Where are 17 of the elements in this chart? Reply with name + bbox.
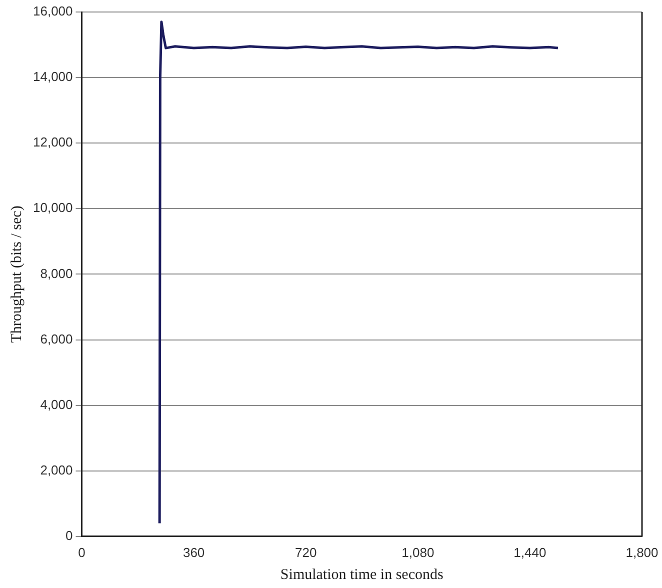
y-tick-label: 14,000 xyxy=(32,69,73,84)
y-tick-label: 10,000 xyxy=(32,200,73,216)
x-tick-label: 1,440 xyxy=(514,544,546,560)
y-tick-label: 16,000 xyxy=(32,4,73,19)
y-axis-title: Throughput (bits / sec) xyxy=(8,206,25,343)
x-tick-label: 1,080 xyxy=(402,544,434,560)
y-tick-label: 8,000 xyxy=(40,266,73,281)
x-tick-label: 720 xyxy=(295,544,317,560)
y-tick-label: 2,000 xyxy=(40,462,73,478)
y-tick-label: 12,000 xyxy=(32,134,73,150)
x-axis-title: Simulation time in seconds xyxy=(280,566,444,583)
y-tick-label: 4,000 xyxy=(40,396,73,412)
x-tick-label: 1,800 xyxy=(626,544,658,560)
x-tick-label: 360 xyxy=(182,544,205,560)
y-tick-label: 6,000 xyxy=(40,331,73,346)
x-tick-label: 0 xyxy=(78,544,86,560)
y-tick-label: 0 xyxy=(66,528,73,543)
